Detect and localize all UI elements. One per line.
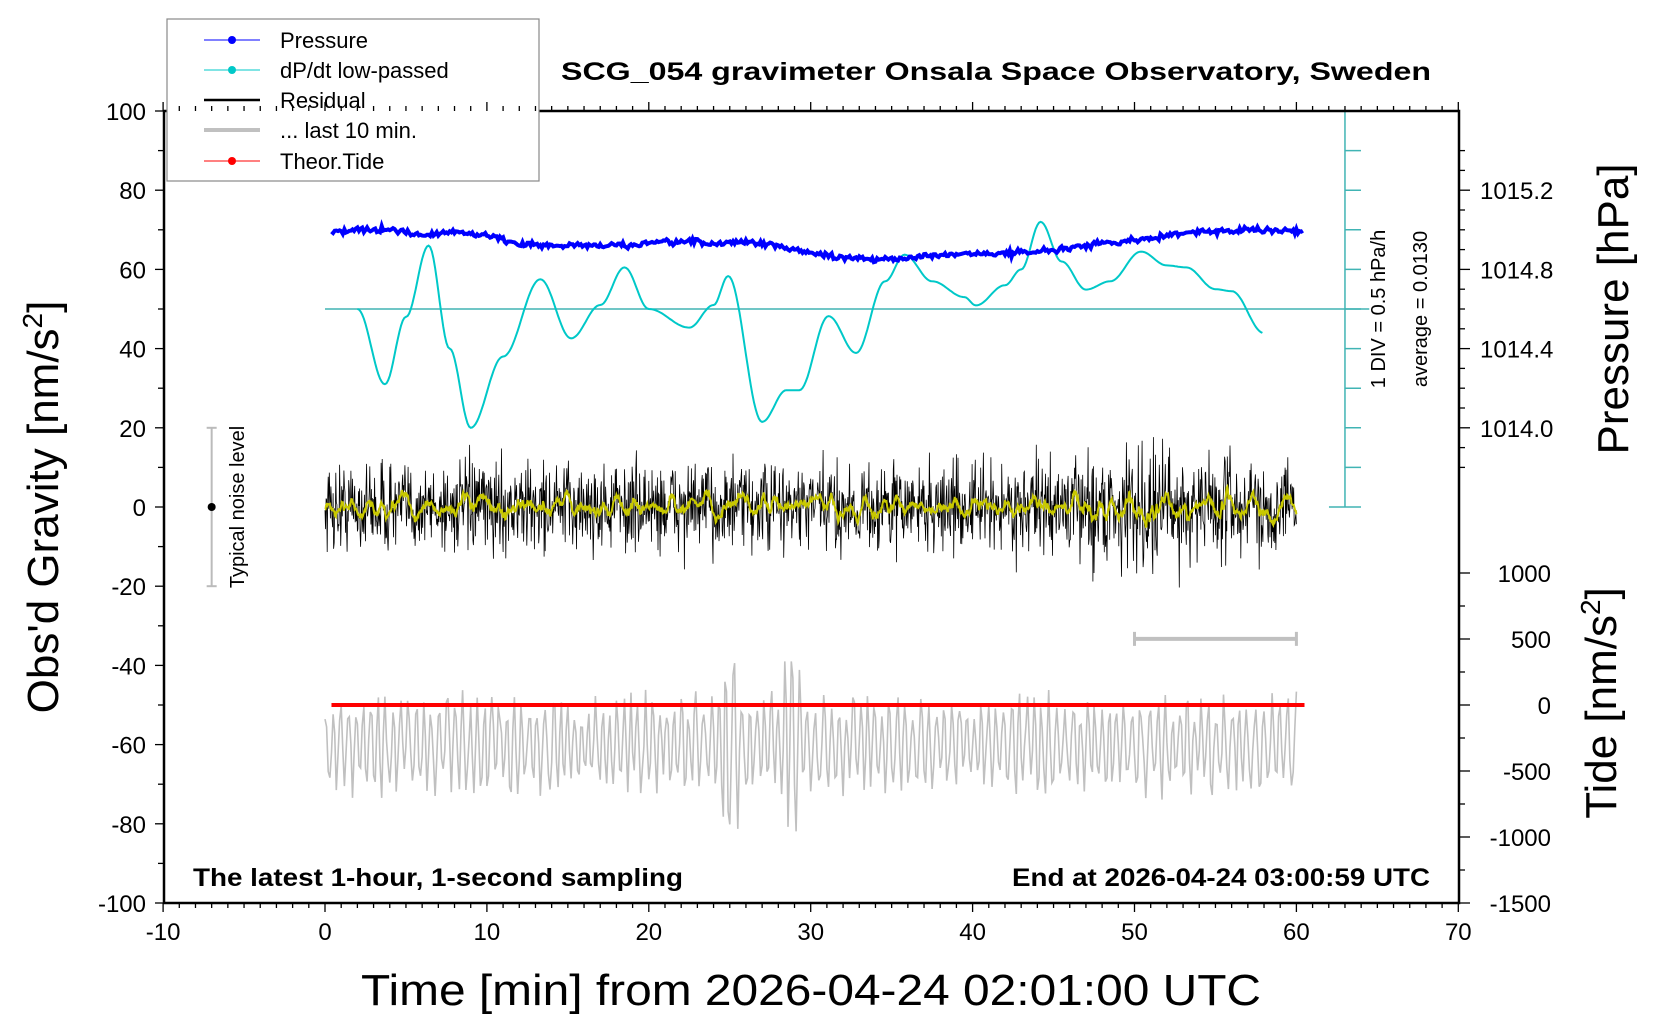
- average-note: average = 0.0130: [1410, 231, 1432, 387]
- tide-axis-label: Tide [nm/s2]: [1575, 587, 1626, 819]
- scale-div-note: 1 DIV = 0.5 hPa/h: [1368, 230, 1390, 388]
- y-tick-label: -80: [111, 812, 146, 839]
- legend-item: Residual: [204, 88, 366, 113]
- tide-tick-label: -1500: [1490, 891, 1551, 918]
- y-tick-label: 40: [119, 337, 146, 364]
- y-tick-label: 20: [119, 416, 146, 443]
- legend-label: Theor.Tide: [280, 149, 384, 174]
- bottom-right-note: End at 2026-04-24 03:00:59 UTC: [1012, 864, 1430, 892]
- noise-level-dot: [207, 503, 216, 511]
- y-tick-label: -60: [111, 733, 146, 760]
- tide-tick-label: -1000: [1490, 825, 1551, 852]
- legend-marker: [228, 66, 236, 74]
- legend-label: Residual: [280, 88, 366, 113]
- bottom-left-note: The latest 1-hour, 1-second sampling: [193, 864, 683, 892]
- residual-smoothed-line: [324, 483, 1298, 529]
- legend-label: Pressure: [280, 28, 368, 53]
- y-tick-label: 0: [133, 495, 146, 522]
- x-tick-label: 0: [318, 919, 331, 946]
- pressure-tick-label: 1014.0: [1480, 416, 1553, 443]
- pressure-axis-label: Pressure [hPa]: [1589, 163, 1638, 454]
- x-tick-label: 40: [959, 919, 986, 946]
- plot-layer: [206, 110, 1370, 832]
- legend-label: ... last 10 min.: [280, 118, 417, 143]
- x-tick-label: -10: [146, 919, 181, 946]
- legend: Pressure dP/dt low-passed Residual ... last…: [166, 18, 540, 182]
- chart-title: SCG_054 gravimeter Onsala Space Observat…: [561, 58, 1431, 86]
- x-tick-label: 20: [635, 919, 662, 946]
- x-tick-label: 10: [474, 919, 501, 946]
- y-tick-label: 100: [106, 99, 146, 126]
- y-tick-label: -100: [98, 891, 146, 918]
- tide-tick-label: 0: [1538, 693, 1551, 720]
- x-tick-label: 30: [797, 919, 824, 946]
- pressure-tick-label: 1015.2: [1480, 178, 1553, 205]
- last-10-min-line: [324, 661, 1298, 832]
- y-tick-label: 60: [119, 257, 146, 284]
- noise-level-label: Typical noise level: [227, 426, 249, 588]
- y-tick-label: -20: [111, 574, 146, 601]
- legend-item: dP/dt low-passed: [204, 58, 449, 83]
- legend-marker: [228, 36, 236, 44]
- legend-marker: [228, 157, 236, 165]
- y-tick-label: 80: [119, 178, 146, 205]
- x-tick-label: 50: [1121, 919, 1148, 946]
- pressure-tick-label: 1014.4: [1480, 337, 1553, 364]
- pressure-tick-label: 1014.8: [1480, 257, 1553, 284]
- legend-label: dP/dt low-passed: [280, 58, 449, 83]
- tide-tick-label: 500: [1511, 627, 1551, 654]
- dpdt-line: [357, 220, 1263, 429]
- y-axis-label: Obs'd Gravity [nm/s2]: [17, 301, 68, 714]
- legend-item: Pressure: [204, 28, 368, 53]
- pressure-line: [330, 218, 1304, 265]
- tide-tick-label: -500: [1503, 759, 1551, 786]
- legend-item: ... last 10 min.: [204, 118, 417, 143]
- x-tick-label: 60: [1283, 919, 1310, 946]
- legend-item: Theor.Tide: [204, 149, 384, 174]
- x-axis-label: Time [min] from 2026-04-24 02:01:00 UTC: [361, 966, 1261, 1015]
- tide-tick-label: 1000: [1498, 561, 1551, 588]
- x-tick-label: 70: [1445, 919, 1472, 946]
- y-tick-label: -40: [111, 653, 146, 680]
- residual-line: [324, 437, 1297, 588]
